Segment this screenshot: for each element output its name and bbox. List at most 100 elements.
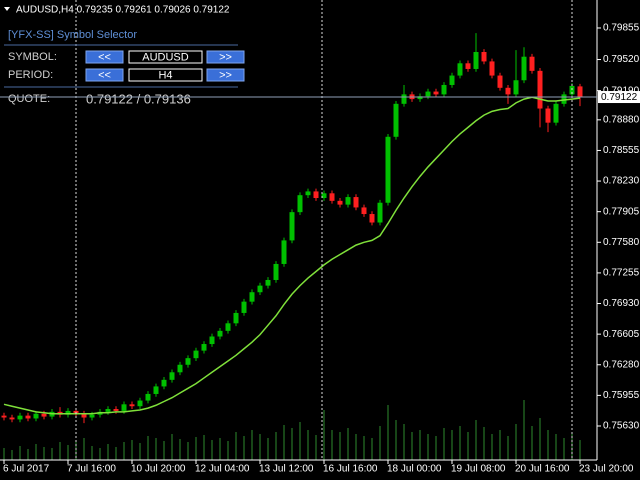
y-tick-label: 0.76605 (603, 329, 640, 340)
candle-body (569, 85, 575, 95)
x-tick-label: 10 Jul 20:00 (131, 464, 186, 475)
candle-body (497, 75, 503, 88)
panel-title: [YFX-SS] Symbol Selector (8, 29, 137, 41)
x-tick-label: 20 Jul 16:00 (515, 464, 570, 475)
y-tick-label: 0.77905 (603, 206, 640, 217)
candle-body (17, 415, 23, 420)
y-tick-label: 0.76280 (603, 359, 640, 370)
candle-body (305, 191, 311, 196)
candle-body (489, 61, 495, 76)
candle-body (369, 214, 375, 223)
candle-body (465, 63, 471, 69)
candle-body (393, 103, 399, 137)
candle-body (449, 75, 455, 85)
candle-body (185, 358, 191, 365)
y-tick-label: 0.77255 (603, 268, 640, 279)
candle-body (529, 56, 535, 71)
menu-arrow[interactable] (4, 7, 10, 11)
candle-body (401, 94, 407, 104)
candle-body (257, 285, 263, 293)
y-tick-label: 0.79520 (603, 54, 640, 65)
candle-body (537, 70, 543, 109)
candle-body (233, 312, 239, 324)
symbol-next-button[interactable] (206, 50, 245, 64)
candle-body (41, 413, 47, 417)
candle-body (225, 323, 231, 331)
x-tick-label: 18 Jul 00:00 (387, 464, 442, 475)
candle-body (441, 84, 447, 95)
candle-body (241, 301, 247, 313)
period-prev-button[interactable] (85, 68, 124, 82)
quote-label: QUOTE: (8, 93, 50, 105)
candle-body (33, 413, 39, 419)
quote-value: 0.79122 / 0.79136 (86, 91, 191, 106)
candle-body (105, 409, 111, 412)
candle-body (545, 108, 551, 123)
x-tick-label: 16 Jul 16:00 (323, 464, 378, 475)
candle-body (145, 393, 151, 401)
candle-body (201, 344, 207, 351)
period-next-button[interactable] (206, 68, 245, 82)
y-tick-label: 0.79190 (603, 85, 640, 96)
candle-body (457, 63, 463, 76)
plot-area (1, 33, 583, 460)
y-tick-label: 0.78555 (603, 145, 640, 156)
candle-body (273, 263, 279, 280)
moving-average (3, 96, 581, 415)
period-prev-label[interactable]: << (98, 69, 111, 81)
symbol-value: AUDUSD (142, 51, 189, 63)
candle-body (417, 96, 423, 100)
candle-body (289, 212, 295, 241)
candle-body (297, 195, 303, 213)
symbol-field[interactable] (128, 50, 203, 64)
candle-body (161, 379, 167, 387)
candle-body (321, 193, 327, 199)
candle-body (577, 86, 583, 98)
bid-label: 0.79122 (601, 92, 638, 103)
y-tick-label: 0.76930 (603, 298, 640, 309)
candle-body (209, 336, 215, 345)
candle-body (425, 91, 431, 97)
x-tick-label: 6 Jul 2017 (3, 464, 50, 475)
x-tick-label: 7 Jul 16:00 (67, 464, 116, 475)
symbol-label: SYMBOL: (8, 51, 57, 63)
candle-body (345, 197, 351, 205)
candle-body (129, 404, 135, 407)
candle-body (65, 410, 71, 415)
candle-body (353, 197, 359, 208)
x-tick-label: 19 Jul 08:00 (451, 464, 506, 475)
y-tick-label: 0.75955 (603, 390, 640, 401)
candle-body (25, 415, 31, 419)
candle-body (513, 80, 519, 95)
symbol-prev-button[interactable] (85, 50, 124, 64)
x-tick-label: 13 Jul 12:00 (259, 464, 314, 475)
candle-body (153, 386, 159, 394)
candle-body (9, 417, 15, 420)
candle-body (121, 404, 127, 411)
y-tick-label: 0.78230 (603, 176, 640, 187)
bid-label-box (598, 91, 640, 104)
candle-body (505, 87, 511, 95)
candle-body (433, 91, 439, 95)
candle-body (337, 200, 343, 205)
candle-body (473, 52, 479, 69)
candle-body (281, 240, 287, 264)
symbol-prev-label[interactable]: << (98, 51, 111, 63)
candle-body (553, 103, 559, 123)
candle-body (249, 292, 255, 302)
y-tick-label: 0.78880 (603, 114, 640, 125)
y-tick-label: 0.75630 (603, 421, 640, 432)
candle-body (521, 56, 527, 81)
symbol-next-label[interactable]: >> (219, 51, 232, 63)
symbol-selector-panel: [YFX-SS] Symbol Selector SYMBOL: << AUDU… (4, 29, 245, 106)
y-tick-label: 0.79855 (603, 23, 640, 34)
period-next-label[interactable]: >> (219, 69, 232, 81)
candle-body (169, 372, 175, 380)
candle-body (81, 413, 87, 418)
period-value: H4 (158, 69, 172, 81)
candle-body (113, 409, 119, 411)
chart-header: AUDUSD,H4 0.79235 0.79261 0.79026 0.7912… (16, 5, 230, 16)
period-field[interactable] (128, 68, 203, 82)
x-tick-label: 23 Jul 20:00 (579, 464, 634, 475)
